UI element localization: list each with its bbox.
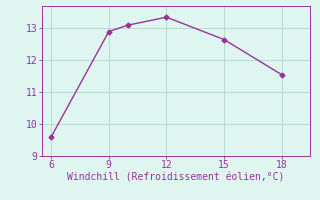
X-axis label: Windchill (Refroidissement éolien,°C): Windchill (Refroidissement éolien,°C) [67, 173, 285, 183]
